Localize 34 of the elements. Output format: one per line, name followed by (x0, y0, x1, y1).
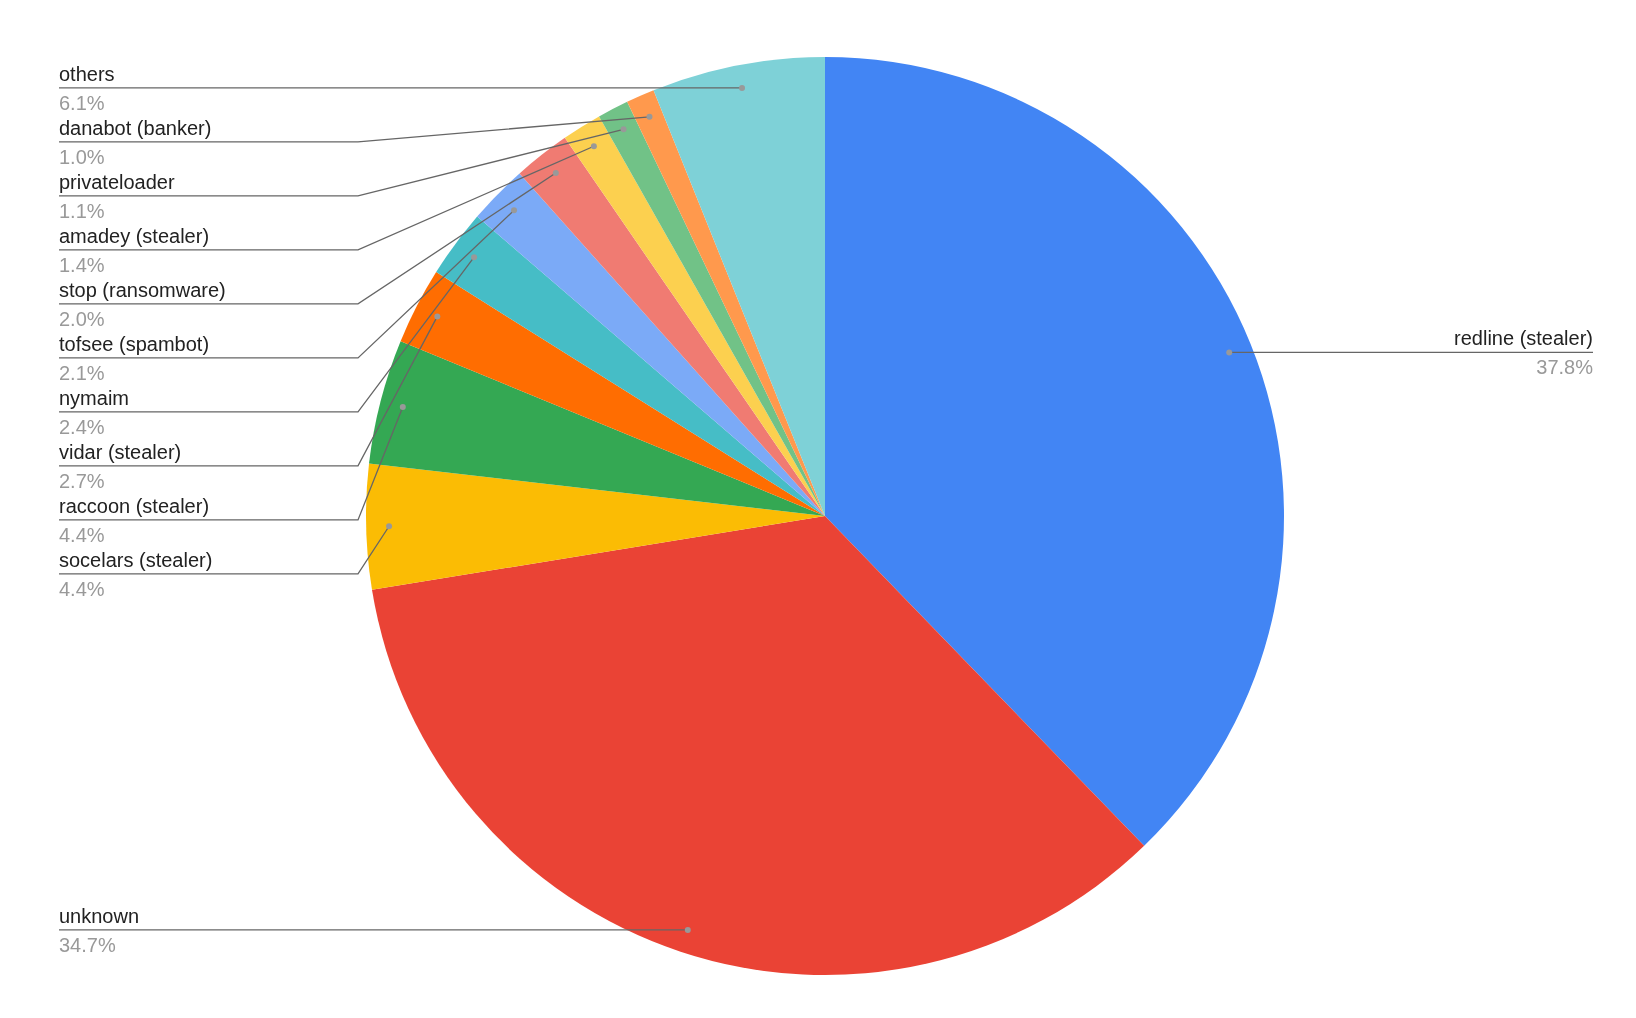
slice-label: stop (ransomware) (59, 278, 226, 301)
pie-slice (564, 116, 825, 516)
data-label: 2.4% (59, 415, 105, 438)
slice-label: socelars (stealer) (59, 548, 213, 571)
data-label: 34.7% (59, 933, 116, 956)
pie-slice (400, 272, 825, 516)
slice-label: danabot (banker) (59, 116, 212, 139)
slice-label: raccoon (stealer) (59, 494, 210, 517)
data-label: 2.0% (59, 307, 105, 330)
data-label: 4.4% (59, 577, 105, 600)
pie-slice (653, 57, 825, 516)
slice-label: tofsee (spambot) (59, 332, 210, 355)
slice-label: amadey (stealer) (59, 224, 210, 247)
pie-slice (366, 463, 825, 590)
data-label: 1.1% (59, 199, 105, 222)
data-label: 2.7% (59, 469, 105, 492)
data-label: 6.1% (59, 91, 105, 114)
slice-label: privateloader (59, 170, 175, 193)
data-label: 1.4% (59, 253, 105, 276)
slice-label: unknown (59, 904, 140, 927)
data-label: 2.1% (59, 361, 105, 384)
data-label: 1.0% (59, 145, 105, 168)
pie-slice (369, 341, 825, 516)
slice-label: redline (stealer) (1454, 327, 1593, 350)
pie-slice (371, 516, 1145, 975)
pie-slice (436, 216, 825, 516)
pie-slice (825, 57, 1284, 846)
pie-slice (477, 173, 825, 516)
data-label: 37.8% (1536, 356, 1594, 379)
slice-label: others (59, 62, 115, 85)
data-label: 4.4% (59, 523, 105, 546)
slice-label: vidar (stealer) (59, 440, 182, 463)
pie-slice (519, 137, 825, 516)
slice-label: nymaim (59, 386, 130, 409)
